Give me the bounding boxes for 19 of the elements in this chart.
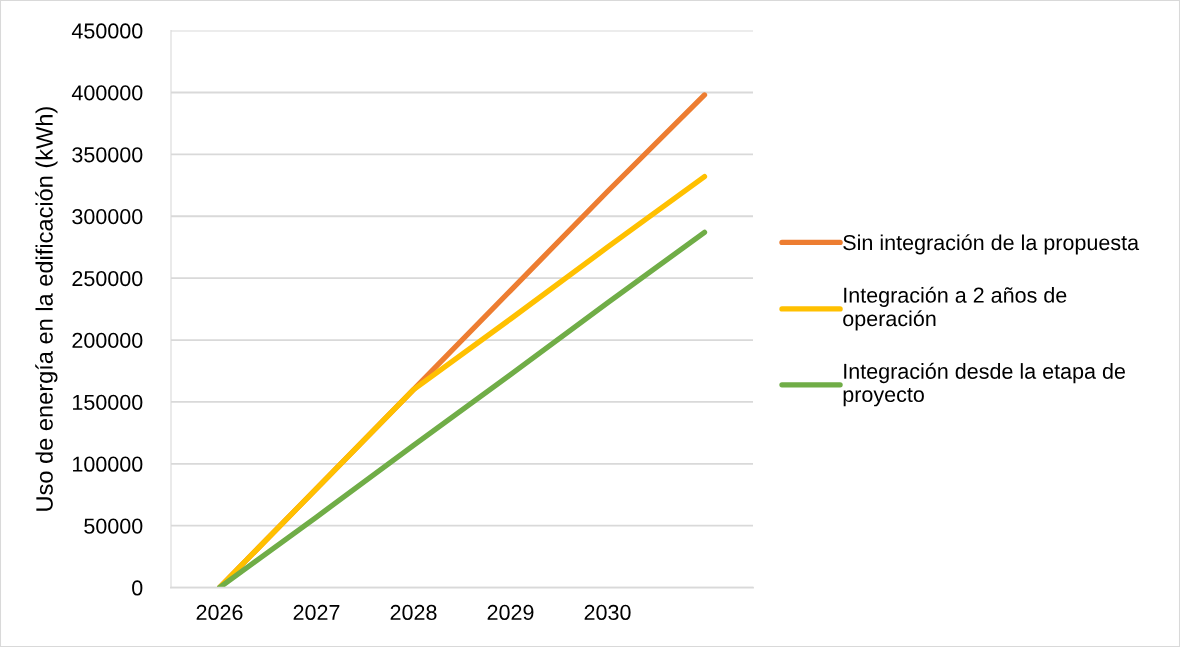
x-tick-label: 2028 — [390, 604, 437, 621]
y-tick-label: 0 — [132, 580, 143, 596]
y-tick-label: 50000 — [84, 518, 143, 534]
y-tick-label: 300000 — [72, 209, 143, 225]
y-tick-label: 450000 — [71, 23, 143, 39]
y-tick-label: 150000 — [73, 394, 143, 410]
y-tick-label: 350000 — [72, 147, 143, 163]
x-tick-label: 2026 — [196, 604, 243, 621]
y-tick-label: 100000 — [73, 456, 143, 472]
y-tick-label: 400000 — [71, 85, 143, 101]
x-tick-label: 2029 — [487, 604, 534, 621]
y-tick-label: 200000 — [72, 332, 143, 349]
legend-label: Sin integración de la propuesta — [843, 234, 1140, 255]
legend-label: Integración desde la etapa de proyecto — [843, 362, 1125, 407]
legend-label: Integración a 2 años de operación — [843, 286, 1067, 331]
x-tick-label: 2030 — [584, 604, 631, 621]
y-axis-title: Uso de energía en la edificación (kWh) — [35, 107, 58, 511]
y-tick-label: 250000 — [72, 270, 143, 287]
x-tick-label: 2027 — [293, 604, 340, 621]
